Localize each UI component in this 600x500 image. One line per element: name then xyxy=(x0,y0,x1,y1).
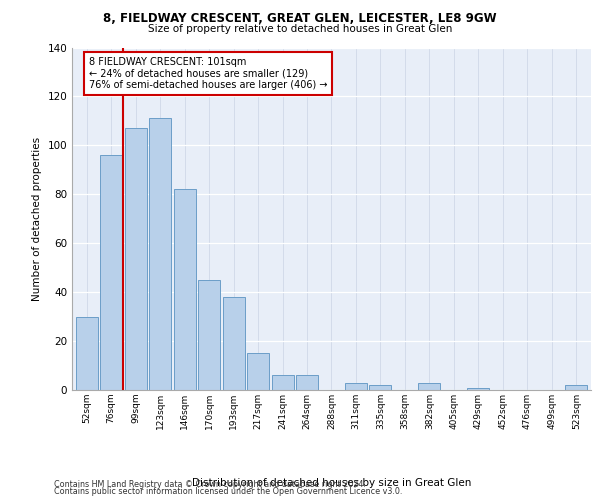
Bar xyxy=(296,376,318,390)
Text: 8 FIELDWAY CRESCENT: 101sqm
← 24% of detached houses are smaller (129)
76% of se: 8 FIELDWAY CRESCENT: 101sqm ← 24% of det… xyxy=(89,58,328,90)
X-axis label: Distribution of detached houses by size in Great Glen: Distribution of detached houses by size … xyxy=(192,478,471,488)
Bar xyxy=(418,382,440,390)
Bar xyxy=(100,155,122,390)
Bar xyxy=(173,190,196,390)
Y-axis label: Number of detached properties: Number of detached properties xyxy=(32,136,42,301)
Bar xyxy=(345,382,367,390)
Text: 8, FIELDWAY CRESCENT, GREAT GLEN, LEICESTER, LE8 9GW: 8, FIELDWAY CRESCENT, GREAT GLEN, LEICES… xyxy=(103,12,497,26)
Bar xyxy=(272,376,293,390)
Bar xyxy=(198,280,220,390)
Bar xyxy=(76,316,98,390)
Bar xyxy=(565,385,587,390)
Bar xyxy=(149,118,171,390)
Text: Contains public sector information licensed under the Open Government Licence v3: Contains public sector information licen… xyxy=(54,488,403,496)
Bar xyxy=(370,385,391,390)
Bar xyxy=(247,354,269,390)
Bar xyxy=(467,388,490,390)
Bar xyxy=(125,128,146,390)
Text: Contains HM Land Registry data © Crown copyright and database right 2024.: Contains HM Land Registry data © Crown c… xyxy=(54,480,366,489)
Bar xyxy=(223,297,245,390)
Text: Size of property relative to detached houses in Great Glen: Size of property relative to detached ho… xyxy=(148,24,452,34)
